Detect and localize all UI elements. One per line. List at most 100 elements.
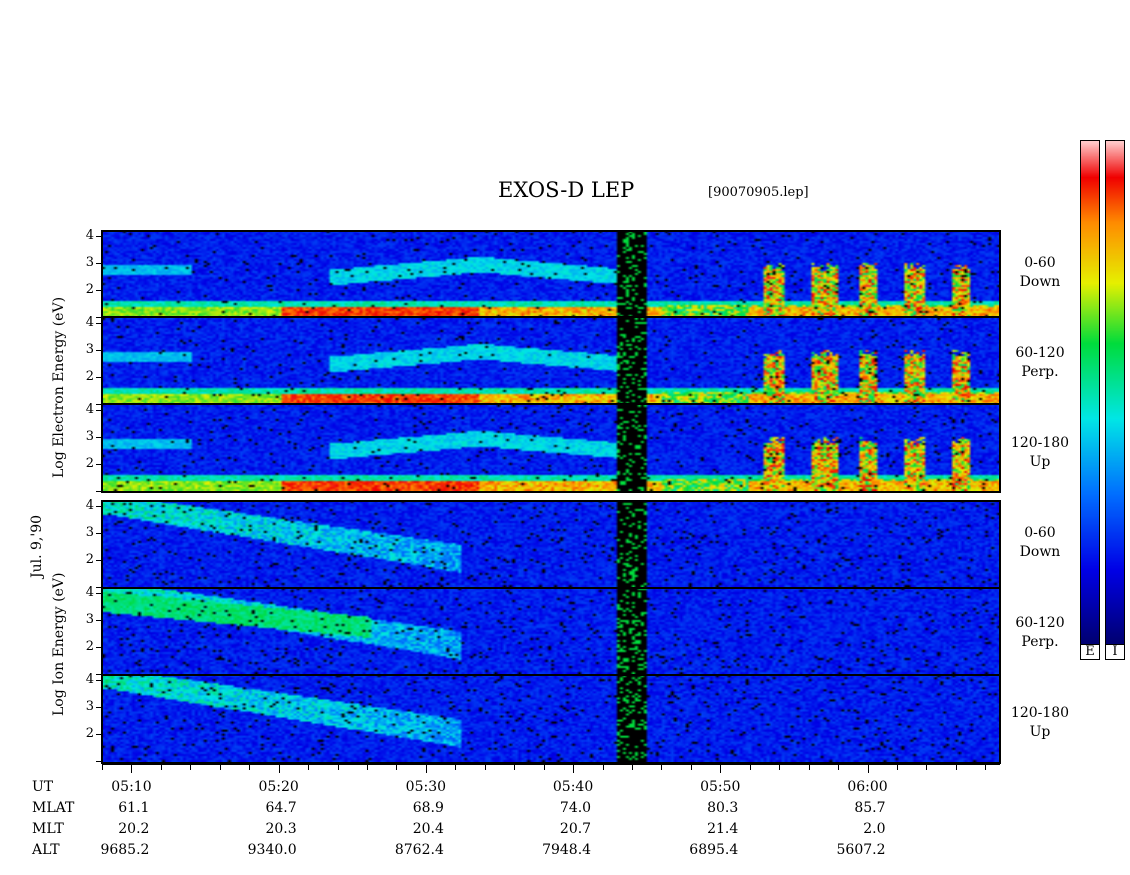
y-tick-label: 4 <box>85 585 94 601</box>
y-tick-label: 3 <box>85 525 94 541</box>
y-tick-mark <box>96 236 102 238</box>
y-tick-label: 2 <box>85 639 94 655</box>
x-tick-mark <box>955 765 957 770</box>
ion-panel-perp <box>102 588 1000 674</box>
x-tick-mark <box>867 765 869 773</box>
y-tick-mark <box>96 587 102 588</box>
y-tick-label: 4 <box>85 498 94 514</box>
y-tick-mark <box>96 734 102 736</box>
y-tick-mark <box>96 647 102 649</box>
orbit-value: 68.9 <box>412 800 444 816</box>
x-tick-label: 05:50 <box>700 779 741 795</box>
x-tick-mark <box>455 765 457 770</box>
pitch-direction: Down <box>1019 274 1061 290</box>
y-tick-label: 2 <box>85 456 94 472</box>
y-tick-mark <box>96 491 102 492</box>
pitch-direction: Perp. <box>1021 364 1059 380</box>
orbit-value: 8762.4 <box>394 842 444 858</box>
x-tick-mark <box>631 765 633 770</box>
orbit-value: 21.4 <box>707 821 739 837</box>
orbit-value: 64.7 <box>265 800 297 816</box>
x-tick-mark <box>896 765 898 770</box>
y-tick-label: 3 <box>85 255 94 271</box>
pitch-angle-range: 60-120 <box>1015 615 1065 631</box>
orbit-row-label: MLT <box>32 821 64 837</box>
panel-divider <box>102 674 1000 676</box>
y-tick-mark <box>96 410 102 412</box>
y-tick-mark <box>96 593 102 595</box>
y-tick-label: 4 <box>85 228 94 244</box>
orbit-value: 80.3 <box>707 800 739 816</box>
orbit-value: 74.0 <box>559 800 592 816</box>
y-tick-mark <box>96 437 102 439</box>
x-tick-label: 05:30 <box>405 779 447 795</box>
x-tick-mark <box>749 765 751 770</box>
orbit-value: 5607.2 <box>836 842 886 858</box>
y-tick-mark <box>96 707 102 709</box>
y-tick-mark <box>96 317 102 318</box>
electron-panel-down <box>102 231 1000 317</box>
x-tick-label: 06:00 <box>847 779 888 795</box>
panel-pitch-label: 60-120 Perp. <box>1004 614 1076 652</box>
electron-panel-up <box>102 405 1000 491</box>
y-tick-mark <box>96 464 102 466</box>
y-tick-label: 2 <box>85 552 94 568</box>
electron-axis-label: Log Electron Energy (eV) <box>51 296 67 478</box>
date-label: Jul. 9,'90 <box>29 514 45 578</box>
y-tick-mark <box>96 674 102 675</box>
y-tick-label: 2 <box>85 726 94 742</box>
pitch-angle-range: 0-60 <box>1024 525 1056 541</box>
panel-pitch-label: 120-180 Up <box>1004 434 1076 472</box>
x-tick-mark <box>337 765 339 770</box>
x-tick-mark <box>219 765 221 770</box>
y-tick-label: 2 <box>85 282 94 298</box>
orbit-value: 20.4 <box>412 821 444 837</box>
y-tick-label: 4 <box>85 402 94 418</box>
ion-panel-down <box>102 501 1000 587</box>
orbit-value: 20.7 <box>559 821 592 837</box>
x-tick-mark <box>160 765 162 770</box>
y-tick-mark <box>96 290 102 292</box>
page-title: EXOS-D LEP <box>498 178 635 202</box>
electron-panel-perp <box>102 318 1000 404</box>
orbit-value: 9685.2 <box>100 842 150 858</box>
orbit-value: 61.1 <box>118 800 150 816</box>
y-tick-mark <box>96 263 102 265</box>
colorbar-label-i: I <box>1105 644 1125 660</box>
pitch-angle-range: 60-120 <box>1015 345 1065 361</box>
orbit-row-label: ALT <box>32 842 60 858</box>
y-tick-mark <box>96 377 102 379</box>
y-tick-mark <box>96 506 102 508</box>
pitch-angle-range: 0-60 <box>1024 255 1056 271</box>
y-tick-label: 4 <box>85 315 94 331</box>
x-tick-mark <box>308 765 310 770</box>
panel-pitch-label: 60-120 Perp. <box>1004 344 1076 382</box>
panel-divider <box>102 316 1000 318</box>
panel-divider <box>102 403 1000 405</box>
x-tick-mark <box>573 765 575 773</box>
y-tick-label: 2 <box>85 369 94 385</box>
y-tick-mark <box>96 620 102 622</box>
x-tick-label: 05:10 <box>111 779 152 795</box>
x-tick-mark <box>484 765 486 770</box>
y-tick-label: 3 <box>85 612 94 628</box>
ion-panel-up <box>102 675 1000 762</box>
x-tick-mark <box>690 765 692 770</box>
panel-pitch-label: 120-180 Up <box>1004 704 1076 742</box>
orbit-value: 85.7 <box>854 800 886 816</box>
x-tick-mark <box>543 765 545 770</box>
x-tick-mark <box>779 765 781 770</box>
x-tick-label: 05:40 <box>552 779 594 795</box>
x-tick-mark <box>720 765 722 773</box>
y-tick-mark <box>96 404 102 405</box>
pitch-angle-range: 120-180 <box>1010 705 1070 721</box>
pitch-direction: Down <box>1019 544 1061 560</box>
y-tick-mark <box>96 323 102 325</box>
x-tick-mark <box>190 765 192 770</box>
electron-colorbar <box>1080 140 1100 645</box>
x-tick-mark <box>102 765 103 770</box>
ion-colorbar <box>1105 140 1125 645</box>
pitch-direction: Up <box>1029 454 1051 470</box>
x-axis <box>102 763 1000 765</box>
y-tick-label: 3 <box>85 699 94 715</box>
